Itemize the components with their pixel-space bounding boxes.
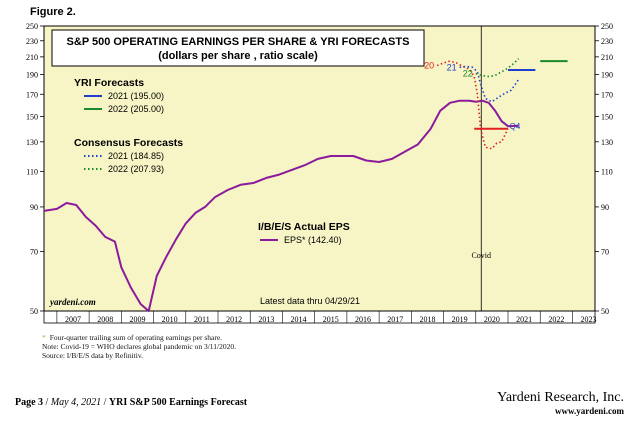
legend-title: I/B/E/S Actual EPS <box>258 221 350 233</box>
x-tick-label: 2023 <box>581 315 597 324</box>
q4-label: Q4 <box>510 122 521 131</box>
series-label: 22 <box>463 69 473 79</box>
y-tick-label-left: 50 <box>30 307 38 316</box>
x-tick-label: 2021 <box>516 315 532 324</box>
y-tick-label-left: 170 <box>26 90 38 99</box>
x-tick-label: 2010 <box>162 315 178 324</box>
y-tick-label-right: 50 <box>601 307 609 316</box>
footer-page: Page 3 <box>15 397 44 408</box>
y-tick-label-right: 250 <box>601 22 613 31</box>
x-tick-label: 2016 <box>355 315 371 324</box>
latest-data-note: Latest data thru 04/29/21 <box>260 296 360 306</box>
footnote-line-2: Note: Covid-19 = WHO declares global pan… <box>42 342 236 351</box>
x-tick-label: 2011 <box>194 315 210 324</box>
footnote-line-1: Four-quarter trailing sum of operating e… <box>49 333 223 342</box>
y-tick-label-right: 110 <box>601 167 613 176</box>
legend-label: 2022 (205.00) <box>108 104 164 114</box>
footer-company: Yardeni Research, Inc. <box>497 390 624 405</box>
y-tick-label-left: 210 <box>26 53 38 62</box>
legend-label: 2021 (184.85) <box>108 151 164 161</box>
chart-title: S&P 500 OPERATING EARNINGS PER SHARE & Y… <box>67 36 410 48</box>
plot-area <box>43 25 596 312</box>
legend-title: Consensus Forecasts <box>74 137 183 149</box>
x-tick-label: 2020 <box>484 315 500 324</box>
footer-website: www.yardeni.com <box>555 406 624 416</box>
x-tick-label: 2008 <box>97 315 113 324</box>
series-label: 21 <box>447 62 457 72</box>
legend-label: 2022 (207.93) <box>108 164 164 174</box>
x-tick-label: 2012 <box>226 315 242 324</box>
y-tick-label-left: 130 <box>26 138 38 147</box>
footer-right: Yardeni Research, Inc. www.yardeni.com <box>497 390 624 416</box>
y-tick-label-right: 230 <box>601 37 613 46</box>
legend-title: YRI Forecasts <box>74 77 144 89</box>
watermark: yardeni.com <box>49 297 96 307</box>
x-tick-label: 2014 <box>291 315 307 324</box>
y-tick-label-right: 170 <box>601 90 613 99</box>
footnote-line-3: Source: I/B/E/S data by Refinitiv. <box>42 351 143 360</box>
x-tick-label: 2018 <box>419 315 435 324</box>
series-line <box>459 65 520 103</box>
footnote-star-icon: * <box>42 333 46 342</box>
chart-subtitle: (dollars per share , ratio scale) <box>158 50 318 62</box>
title-box <box>51 29 425 67</box>
series-line <box>436 60 509 150</box>
footnotes: * Four-quarter trailing sum of operating … <box>42 333 236 360</box>
y-tick-label-left: 190 <box>26 71 38 80</box>
series-line <box>43 99 519 312</box>
legend-label: 2021 (195.00) <box>108 91 164 101</box>
y-tick-label-left: 150 <box>26 112 38 121</box>
x-axis-band <box>43 310 596 324</box>
footer-left: Page 3 / May 4, 2021 / YRI S&P 500 Earni… <box>15 397 248 408</box>
footer-date: May 4, 2021 <box>50 397 102 408</box>
y-tick-label-left: 250 <box>26 22 38 31</box>
series-line <box>475 58 520 78</box>
y-tick-label-left: 230 <box>26 37 38 46</box>
x-tick-label: 2013 <box>258 315 274 324</box>
x-tick-label: 2017 <box>387 315 403 324</box>
y-tick-label-right: 190 <box>601 71 613 80</box>
y-tick-label-left: 70 <box>30 247 38 256</box>
y-tick-label-right: 150 <box>601 112 613 121</box>
y-tick-label-right: 130 <box>601 138 613 147</box>
legend-label: EPS* (142.40) <box>284 235 342 245</box>
x-tick-label: 2022 <box>548 315 564 324</box>
footer-report: YRI S&P 500 Earnings Forecast <box>108 397 248 408</box>
x-tick-label: 2019 <box>452 315 468 324</box>
y-tick-label-right: 70 <box>601 247 609 256</box>
figure-label: Figure 2. <box>30 6 76 18</box>
x-tick-label: 2009 <box>129 315 145 324</box>
x-tick-label: 2015 <box>323 315 339 324</box>
x-tick-label: 2007 <box>65 315 81 324</box>
y-tick-label-right: 210 <box>601 53 613 62</box>
y-tick-label-left: 110 <box>26 167 38 176</box>
series-label: 20 <box>424 61 434 71</box>
covid-label: Covid <box>471 251 491 260</box>
y-tick-label-right: 90 <box>601 203 609 212</box>
y-tick-label-left: 90 <box>30 203 38 212</box>
